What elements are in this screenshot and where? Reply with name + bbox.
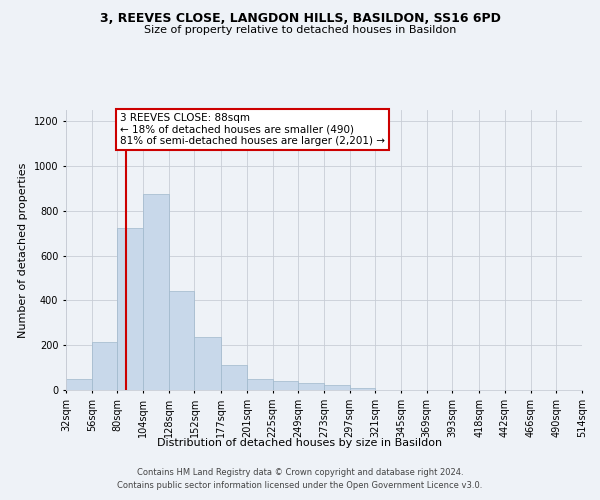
Bar [324,385,350,390]
Y-axis label: Number of detached properties: Number of detached properties [18,162,28,338]
Bar [169,292,194,390]
Text: 3, REEVES CLOSE, LANGDON HILLS, BASILDON, SS16 6PD: 3, REEVES CLOSE, LANGDON HILLS, BASILDON… [100,12,500,26]
Bar [298,383,324,390]
Bar [118,228,143,390]
Text: Contains HM Land Registry data © Crown copyright and database right 2024.: Contains HM Land Registry data © Crown c… [137,468,463,477]
Text: Size of property relative to detached houses in Basildon: Size of property relative to detached ho… [144,25,456,35]
Bar [143,194,169,390]
Text: Distribution of detached houses by size in Basildon: Distribution of detached houses by size … [157,438,443,448]
Text: Contains public sector information licensed under the Open Government Licence v3: Contains public sector information licen… [118,480,482,490]
Bar [194,338,221,390]
Bar [221,366,247,390]
Bar [66,379,92,390]
Bar [272,380,298,390]
Bar [92,342,118,390]
Bar [247,379,272,390]
Bar [350,388,376,390]
Text: 3 REEVES CLOSE: 88sqm
← 18% of detached houses are smaller (490)
81% of semi-det: 3 REEVES CLOSE: 88sqm ← 18% of detached … [120,113,385,146]
